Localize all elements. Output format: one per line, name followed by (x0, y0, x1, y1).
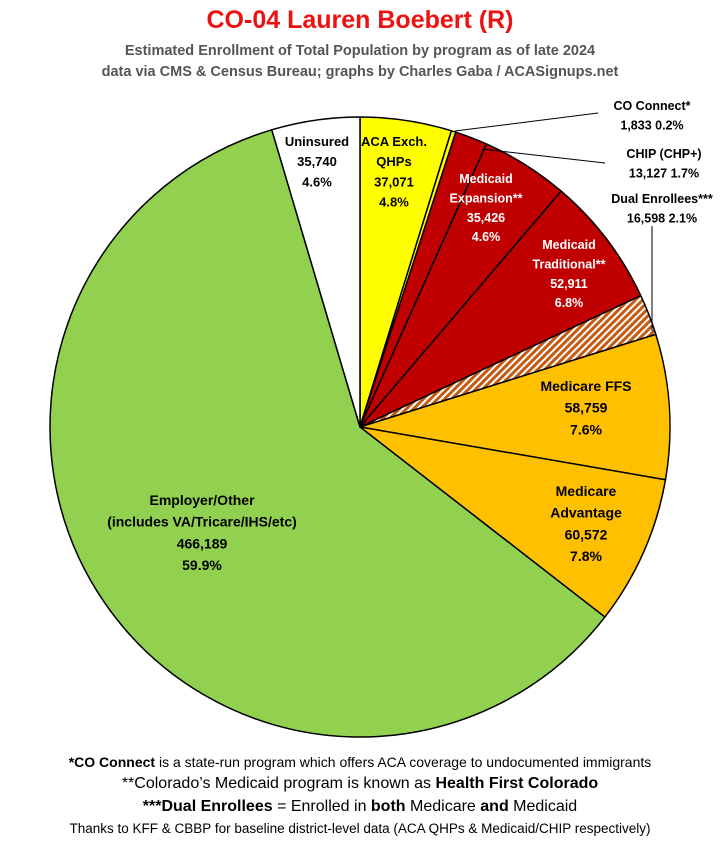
chart-subtitle-line1: Estimated Enrollment of Total Population… (124, 43, 596, 59)
footnote-medicaid-name: Health First Colorado (435, 775, 599, 792)
slice-label-line: Expansion** (450, 191, 523, 205)
slice-label-line: 13,127 1.7% (629, 166, 699, 180)
pie-slice-medicare-advantage (359, 426, 667, 618)
slice-label-medicaid-traditional: Medicaid Traditional** 52,911 6.8% (533, 238, 606, 310)
footnote-dual-term: ***Dual Enrollees (142, 798, 273, 815)
chart-title: CO-04 Lauren Boebert (R) (206, 6, 514, 34)
slice-label-line: 35,740 (297, 154, 337, 169)
slice-label-aca-exch-qhps: ACA Exch. QHPs 37,071 4.8% (361, 134, 427, 209)
footnote-medicaid-text: **Colorado’s Medicaid program is known a… (121, 775, 436, 792)
pie-slice-medicaid-traditional (359, 190, 642, 428)
slice-label-line: CO Connect* (613, 99, 690, 113)
footnote-co-connect-term: *CO Connect (68, 754, 156, 770)
slice-label-medicare-ffs: Medicare FFS 58,759 7.6% (540, 378, 631, 437)
pie-slice-employer-other-includes-va-tricare-ihs-etc (49, 129, 606, 738)
footnote-dual: ***Dual Enrollees = Enrolled in both Med… (0, 798, 720, 816)
slice-label-line: Medicaid (459, 172, 513, 186)
slice-label-line: 6.8% (555, 296, 584, 310)
footnote-co-connect: *CO Connect is a state-run program which… (0, 754, 720, 770)
footnote-dual-and: and (480, 798, 509, 815)
slice-label-line: 1,833 0.2% (620, 118, 683, 132)
footnote-credits: Thanks to KFF & CBBP for baseline distri… (69, 821, 651, 836)
slice-label-line: 60,572 (565, 526, 608, 542)
slice-label-line: Uninsured (285, 134, 349, 149)
slice-label-line: (includes VA/Tricare/IHS/etc) (107, 514, 297, 530)
slice-label-line: ACA Exch. (361, 134, 427, 149)
slice-label-line: Medicare (556, 483, 617, 499)
slice-label-line: 16,598 2.1% (627, 211, 697, 225)
slice-label-line: Medicare FFS (540, 378, 631, 394)
leader-line-chip-chp (481, 148, 606, 164)
slice-label-line: 4.6% (472, 230, 501, 244)
footnote-dual-text-b: Medicare (405, 798, 481, 815)
pie-chart: ACA Exch. QHPs 37,071 4.8% CO Connect* 1,833 … (49, 99, 713, 738)
slice-label-line: 37,071 (374, 174, 414, 189)
footnote-dual-text-a: = Enrolled in (272, 798, 371, 815)
leader-line-co-connect (454, 112, 599, 132)
footnote-dual-text-c: Medicaid (508, 798, 578, 815)
footnote-medicaid: **Colorado’s Medicaid program is known a… (0, 775, 720, 793)
slice-label-line: Advantage (550, 505, 622, 521)
slice-label-line: 4.8% (379, 194, 409, 209)
slice-label-line: Employer/Other (149, 492, 255, 508)
slice-label-uninsured: Uninsured 35,740 4.6% (285, 134, 349, 189)
slice-label-line: Traditional** (533, 257, 606, 271)
slice-label-line: 58,759 (565, 400, 608, 416)
slice-label-employer-other-includes-va-tricare-ihs-etc: Employer/Other (includes VA/Tricare/IHS/e… (107, 492, 297, 573)
slice-label-chip-chp: CHIP (CHP+) 13,127 1.7% (626, 147, 701, 180)
slice-label-line: 7.8% (570, 548, 602, 564)
slice-label-line: CHIP (CHP+) (626, 147, 701, 161)
slice-label-line: 59.9% (182, 557, 222, 573)
slice-label-line: 7.6% (570, 421, 602, 437)
slice-label-dual-enrollees: Dual Enrollees*** 16,598 2.1% (611, 192, 713, 225)
slice-label-line: 52,911 (550, 277, 588, 291)
slice-label-line: 466,189 (177, 535, 228, 551)
pie-slice-uninsured (271, 116, 361, 428)
slice-label-medicare-advantage: Medicare Advantage 60,572 7.8% (550, 483, 622, 564)
slice-label-line: Dual Enrollees*** (611, 192, 713, 206)
slice-label-line: 4.6% (302, 174, 332, 189)
footnote-co-connect-text: is a state-run program which offers ACA … (155, 754, 652, 770)
slice-label-line: Medicaid (542, 238, 596, 252)
slice-label-line: QHPs (376, 154, 411, 169)
chart-subtitle-line2: data via CMS & Census Bureau; graphs by … (101, 64, 619, 80)
slice-label-line: 35,426 (467, 211, 505, 225)
slice-label-co-connect: CO Connect* 1,833 0.2% (613, 99, 690, 132)
footnote-dual-both: both (370, 798, 406, 815)
slice-label-medicaid-expansion: Medicaid Expansion** 35,426 4.6% (450, 172, 523, 244)
pie-slice-medicare-ffs (359, 333, 671, 481)
